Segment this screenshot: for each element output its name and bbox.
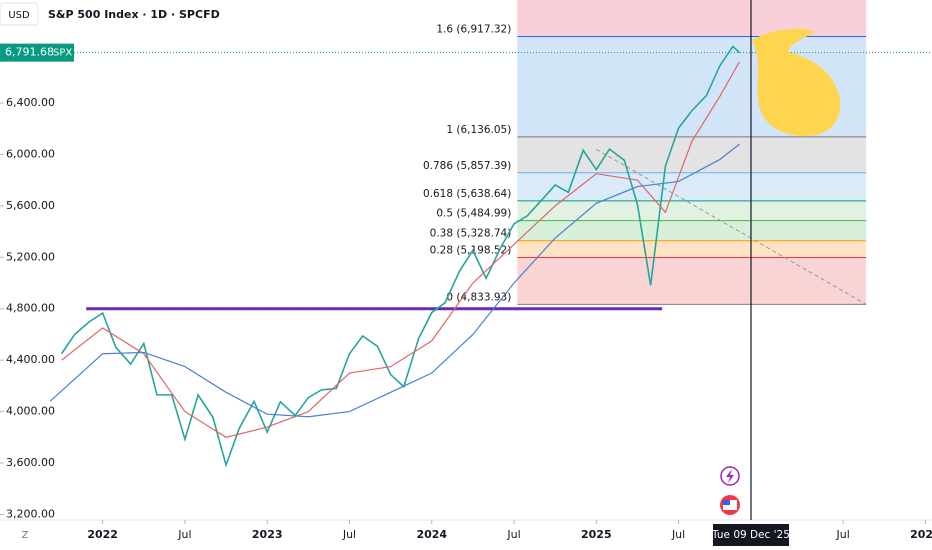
event-icons [720,466,740,515]
fib-label: 0.5 (5,484.99) [436,208,511,220]
pointing-hand [752,28,841,137]
chart-title: S&P 500 Index · 1D · SPCFD [48,8,220,21]
fib-band [517,240,867,258]
price-axis: 3,200.00 3,600.00 4,000.00 4,400.00 4,800.00… [0,96,932,541]
fib-band [517,200,867,221]
currency-label[interactable]: USD [8,10,30,21]
y-tick-label: 4,400.00 [6,353,55,366]
y-tick-label: 5,600.00 [6,199,55,212]
y-tick-label: 4,800.00 [6,302,55,315]
fib-label: 0 (4,833.93) [446,291,511,303]
fib-band [517,220,867,241]
zoom-button[interactable]: Z [22,530,29,541]
fib-label: 1.6 (6,917.32) [436,23,511,35]
crosshair-label: Tue 09 Dec '25 [711,529,790,541]
x-tick-label: Jul [671,528,685,541]
fib-band [517,172,867,201]
x-tick-label: 2023 [252,528,283,541]
x-tick-label: 2024 [416,528,447,541]
x-tick-label: Jul [342,528,356,541]
moving-average [49,143,740,418]
fib-label: 0.28 (5,198.52) [430,244,512,256]
x-tick-label: Jul [177,528,191,541]
fib-label: 0.618 (5,638.64) [423,188,511,200]
x-tick-label: Jul [506,528,520,541]
y-tick-label: 5,200.00 [6,250,55,263]
trend-line [596,148,867,305]
fib-label: 0.38 (5,328.74) [430,228,512,240]
y-tick-label: 3,600.00 [6,456,55,469]
currency-button[interactable] [0,2,39,26]
fib-label: 1 (6,136.05) [446,124,511,136]
y-tick-label: 3,200.00 [6,507,55,520]
moving-average [61,61,740,438]
y-tick-label: 6,000.00 [6,147,55,160]
fibonacci: 0 (4,833.93) 0.28 (5,198.52) 0.38 (5,328.7… [423,0,867,305]
crosshair-badge [712,524,789,546]
x-tick-label: 2027 [910,528,932,541]
last-price-badge [0,43,74,62]
fib-band [517,257,867,305]
fib-label: 0.786 (5,857.39) [423,160,511,172]
x-tick-label: 2022 [87,528,118,541]
fib-band [517,0,867,37]
x-tick-label: Jul [836,528,850,541]
last-price-label: 6,791.68 [5,46,54,59]
y-tick-label: 4,000.00 [6,405,55,418]
symbol-label: SPX [53,48,72,59]
x-tick-label: 2025 [581,528,612,541]
y-tick-label: 6,400.00 [6,96,55,109]
